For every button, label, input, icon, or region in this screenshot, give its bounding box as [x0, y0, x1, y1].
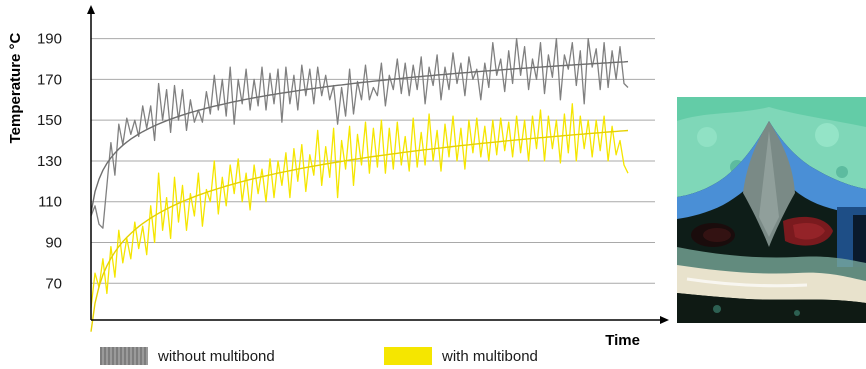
- y-tick-label-90: 90: [45, 235, 62, 252]
- y-axis-arrow: [87, 5, 95, 14]
- series-line-with: [90, 103, 629, 308]
- y-tick-label-170: 170: [37, 71, 62, 88]
- trend-curve-with: [90, 129, 629, 332]
- legend-label-with: with multibond: [442, 347, 538, 365]
- trend-curve-without: [90, 60, 629, 214]
- y-tick-labels: 70 90 110 130 150 170 190: [37, 31, 62, 293]
- series-layer: [90, 37, 629, 332]
- y-axis-title: Temperature °C: [7, 32, 24, 143]
- series-line-without: [90, 37, 629, 229]
- legend-label-without: without multibond: [158, 347, 275, 365]
- legend-swatch-yellow: [384, 347, 432, 365]
- axes: [87, 5, 669, 324]
- cross-section-micrograph: [677, 97, 866, 323]
- y-tick-label-150: 150: [37, 112, 62, 129]
- x-axis-title: Time: [605, 332, 640, 349]
- grid-lines: [91, 38, 655, 284]
- x-axis-arrow: [660, 316, 669, 324]
- y-tick-label-130: 130: [37, 153, 62, 170]
- y-tick-label-70: 70: [45, 275, 62, 292]
- legend-item-with: with multibond: [384, 346, 538, 366]
- legend-item-without: without multibond: [100, 346, 275, 366]
- y-tick-label-110: 110: [38, 194, 62, 211]
- y-tick-label-190: 190: [37, 31, 62, 48]
- legend-swatch-gray: [100, 347, 148, 365]
